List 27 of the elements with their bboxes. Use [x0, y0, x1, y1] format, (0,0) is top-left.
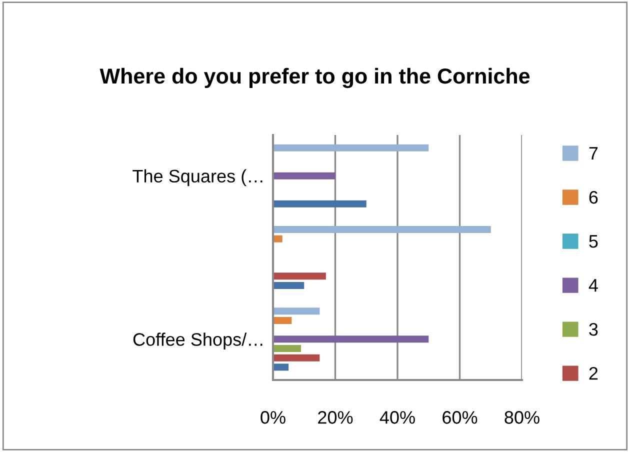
bar	[273, 336, 429, 343]
x-tick-label: 80%	[504, 411, 540, 424]
y-tick-label: Coffee Shops/…	[133, 332, 262, 350]
x-tick-label: 20%	[318, 411, 353, 424]
bar	[273, 364, 289, 371]
x-tick-label: 60%	[442, 411, 478, 424]
chart-title: Where do you prefer to go in the Corniche	[100, 68, 530, 88]
x-tick-label: 0%	[260, 411, 286, 424]
bar	[273, 282, 304, 289]
legend-label: 5	[589, 235, 598, 248]
bar	[273, 272, 326, 280]
bar	[273, 317, 292, 324]
bar	[273, 144, 429, 152]
legend-label: 2	[589, 366, 598, 380]
legend-label: 4	[588, 279, 598, 292]
bar	[273, 345, 302, 352]
legend-label: 6	[589, 190, 598, 204]
x-tick-label: 40%	[380, 411, 415, 424]
y-tick-label: The Squares (…	[132, 169, 262, 186]
bar	[273, 235, 282, 242]
bar	[273, 354, 320, 362]
bar	[273, 226, 491, 233]
bar	[273, 200, 366, 208]
legend-label: 3	[589, 322, 598, 336]
bar	[273, 308, 320, 315]
bar	[273, 172, 336, 180]
legend-label: 7	[589, 147, 598, 160]
